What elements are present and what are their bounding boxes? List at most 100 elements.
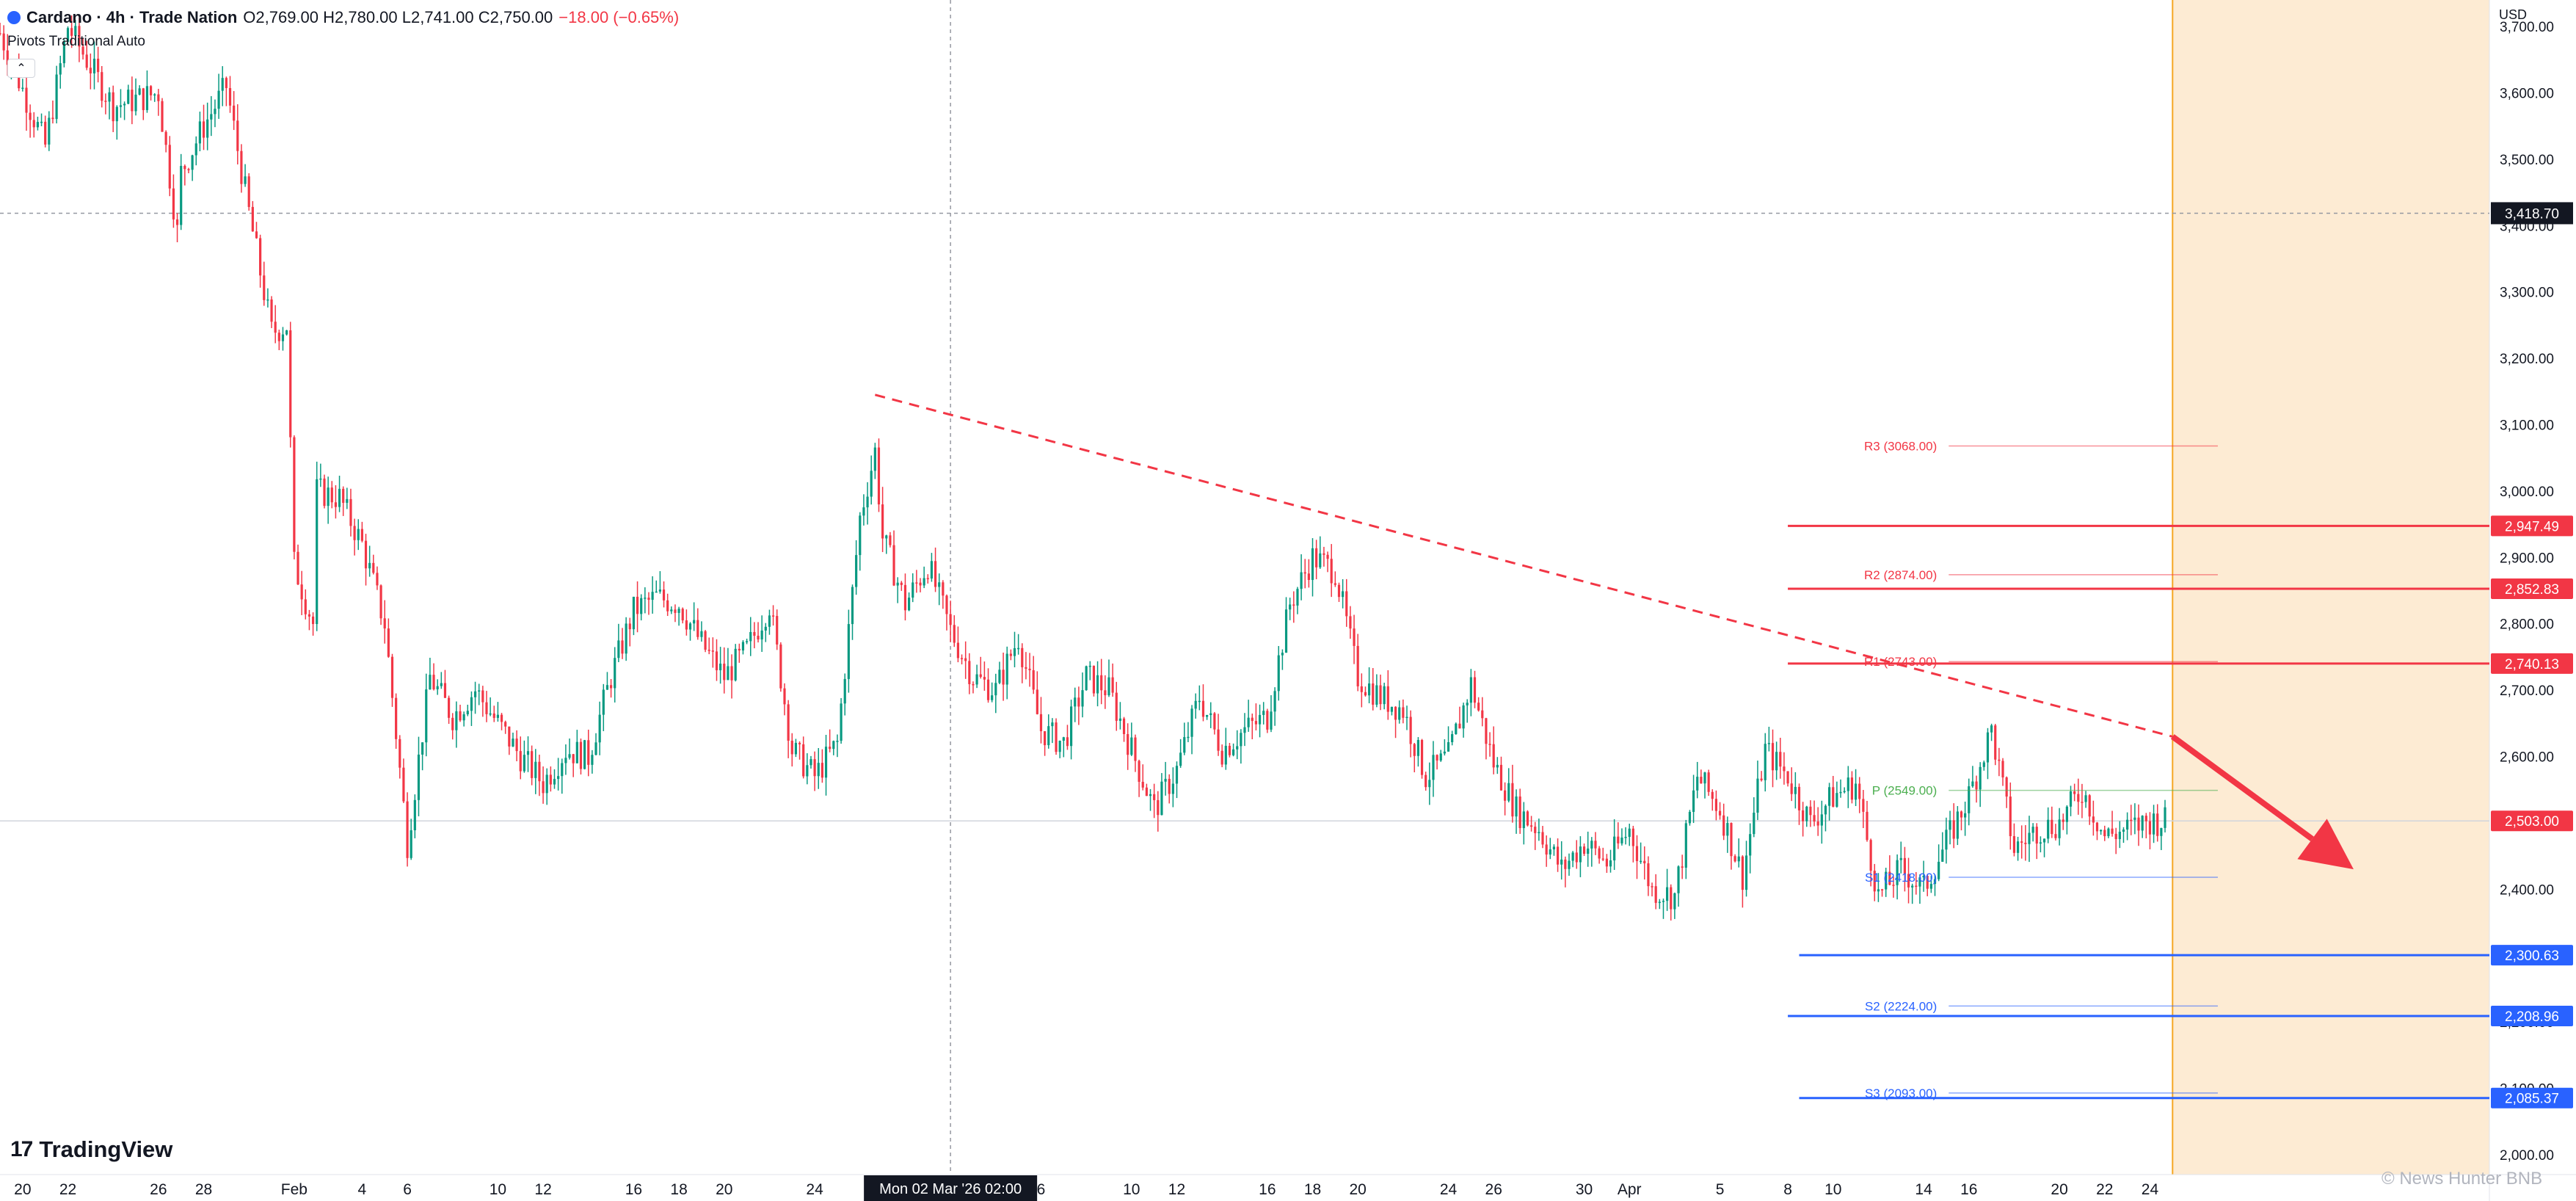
candle-body	[1372, 683, 1375, 705]
candle-body	[1013, 647, 1016, 656]
x-tick-label: 16	[625, 1181, 642, 1198]
candle-body	[101, 72, 103, 101]
candle-body	[1206, 714, 1209, 717]
candle-body	[636, 596, 639, 614]
candle-body	[1964, 813, 1967, 818]
candle-body	[749, 631, 752, 642]
candle-body	[1692, 790, 1695, 812]
candle-body	[866, 496, 869, 508]
candle-body	[376, 573, 379, 586]
candle-body	[1915, 885, 1918, 887]
candle-body	[998, 670, 1001, 683]
symbol-title[interactable]: Cardano · 4h · Trade Nation	[26, 8, 238, 26]
candle-body	[259, 238, 262, 276]
candle-body	[802, 744, 805, 777]
candle-body	[934, 561, 937, 587]
level-price-label: 2,300.63	[2505, 948, 2559, 964]
candle-body	[406, 801, 409, 858]
candle-body	[443, 683, 447, 698]
candle-body	[1839, 791, 1842, 794]
tradingview-logo[interactable]: 17 TradingView	[10, 1136, 172, 1163]
candle-body	[1345, 591, 1348, 617]
candle-body	[677, 609, 680, 613]
candle-body	[233, 105, 236, 121]
candle-body	[688, 623, 692, 630]
candle-body	[1816, 821, 1819, 826]
candle-body	[2141, 816, 2144, 831]
candle-body	[1187, 736, 1190, 739]
candle-body	[1929, 884, 1932, 889]
candle-body	[523, 755, 525, 772]
candle-body	[1488, 744, 1491, 745]
candle-body	[1183, 737, 1186, 753]
candle-body	[794, 742, 798, 755]
candle-body	[462, 714, 465, 721]
candle-body	[1009, 653, 1012, 656]
level-price-label: 2,947.49	[2505, 519, 2559, 534]
candle-body	[1069, 706, 1073, 747]
candle-body	[1473, 677, 1477, 703]
candle-body	[1300, 572, 1303, 589]
candle-body	[323, 478, 326, 507]
candle-body	[1220, 750, 1223, 765]
candle-body	[1315, 548, 1318, 567]
candle-body	[2024, 842, 2027, 844]
candle-body	[1854, 783, 1858, 800]
candle-body	[1122, 718, 1126, 734]
projection-arrow-shaft[interactable]	[2170, 734, 2314, 842]
projection-arrow-head[interactable]	[2297, 819, 2354, 870]
candle-body	[1157, 799, 1160, 816]
candle-body	[1571, 852, 1574, 861]
descending-trendline[interactable]	[874, 393, 2173, 738]
candle-body	[1277, 655, 1280, 692]
x-tick-label: 16	[1960, 1181, 1977, 1198]
candle-body	[1383, 686, 1386, 705]
candle-body	[131, 90, 134, 112]
candle-body	[1552, 846, 1556, 849]
candle-body	[1635, 846, 1639, 861]
candle-body	[274, 322, 277, 333]
candle-body	[1590, 841, 1593, 849]
x-tick-label: 30	[1576, 1181, 1593, 1198]
candle-body	[693, 620, 696, 624]
candle-body	[97, 58, 100, 73]
candle-body	[285, 330, 288, 335]
x-tick-label: 14	[1915, 1181, 1932, 1198]
candle-body	[115, 106, 118, 122]
candle-body	[1753, 813, 1755, 835]
candle-body	[1254, 721, 1258, 725]
candle-body	[727, 666, 729, 681]
candle-body	[1507, 783, 1510, 801]
candle-body	[711, 650, 714, 652]
candle-body	[161, 101, 164, 132]
y-tick-label: 3,100.00	[2500, 418, 2554, 434]
candle-body	[1560, 859, 1563, 865]
candle-body	[1609, 860, 1612, 867]
candle-body	[994, 683, 997, 696]
candle-body	[840, 703, 843, 741]
candle-body	[1968, 786, 1971, 813]
candle-body	[960, 658, 964, 659]
candle-body	[1888, 871, 1891, 885]
candle-body	[1088, 665, 1091, 667]
pivot-label: R2 (2874.00)	[1864, 568, 1937, 582]
candle-body	[25, 87, 28, 113]
candle-body	[1281, 653, 1284, 656]
candle-body	[55, 74, 58, 120]
candle-body	[1115, 692, 1118, 721]
indicator-label[interactable]: Pivots Traditional Auto	[7, 34, 145, 49]
pivot-label: P (2549.00)	[1872, 784, 1938, 798]
x-tick-label: 20	[1350, 1181, 1367, 1198]
chevron-up-icon[interactable]: ⌃	[7, 59, 35, 78]
candle-body	[1647, 863, 1650, 887]
candle-body	[1862, 799, 1865, 812]
candle-body	[1933, 879, 1937, 885]
candle-body	[1201, 700, 1205, 717]
candle-body	[417, 754, 421, 800]
candle-body	[1005, 653, 1008, 685]
candle-body	[968, 661, 971, 684]
candle-body	[1828, 787, 1831, 806]
candle-body	[1021, 647, 1024, 667]
candle-body	[1952, 820, 1955, 839]
